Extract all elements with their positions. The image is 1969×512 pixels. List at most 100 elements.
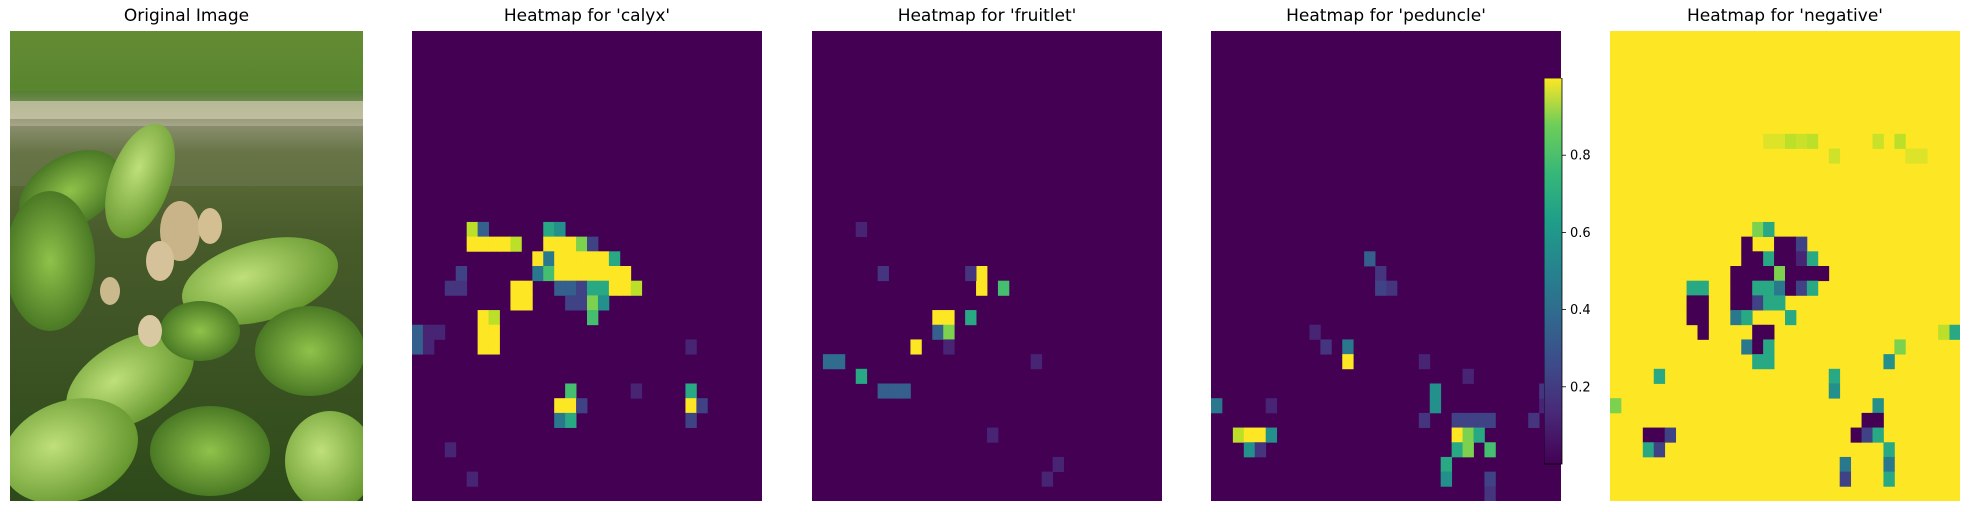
heatmap-cell bbox=[466, 221, 479, 238]
heatmap-cell bbox=[1741, 280, 1753, 296]
heatmap-cell bbox=[1763, 251, 1775, 267]
heatmap-cell bbox=[1342, 339, 1354, 355]
heatmap-cell bbox=[499, 236, 511, 252]
heatmap-cell bbox=[1309, 324, 1321, 340]
heatmap-cell bbox=[1872, 133, 1884, 149]
heatmap-cell bbox=[1806, 266, 1819, 282]
heatmap-cell bbox=[1686, 310, 1698, 326]
heatmap-cell bbox=[1697, 280, 1709, 296]
heatmap-cell bbox=[1916, 148, 1928, 164]
heatmap-cell bbox=[1795, 236, 1808, 252]
heatmap-cell bbox=[1052, 456, 1064, 473]
heatmap-cell bbox=[1030, 354, 1043, 370]
heatmap-cell bbox=[1774, 280, 1786, 296]
heatmap-cell bbox=[565, 398, 577, 414]
heatmap-cell bbox=[565, 295, 577, 311]
heatmap-cell bbox=[1265, 427, 1278, 443]
heatmap-cell bbox=[608, 251, 621, 267]
heatmap-cell bbox=[1795, 133, 1808, 149]
panel-title: Heatmap for 'peduncle' bbox=[1286, 6, 1486, 26]
heatmap-cell bbox=[997, 280, 1010, 296]
heatmap-cell bbox=[1686, 295, 1698, 311]
heatmap-cell bbox=[932, 310, 944, 326]
colorbar-ticks: 0.2 0.4 0.6 0.8 bbox=[1562, 149, 1591, 395]
heatmap-cell bbox=[1795, 266, 1808, 282]
heatmap-cell bbox=[987, 427, 999, 443]
heatmap-cell bbox=[1375, 266, 1387, 282]
heatmap-cell bbox=[1429, 383, 1442, 399]
heatmap-cell bbox=[1774, 133, 1786, 149]
heatmap-cell bbox=[1763, 295, 1775, 311]
heatmap-cell bbox=[554, 221, 566, 238]
heatmap-cell bbox=[597, 280, 610, 296]
heatmap-cell bbox=[685, 383, 697, 399]
heatmap-cell bbox=[685, 412, 697, 428]
heatmap-cell bbox=[608, 266, 621, 282]
heatmap-cell bbox=[565, 236, 577, 252]
heatmap-cell bbox=[1462, 427, 1474, 443]
heatmap-cell bbox=[1785, 251, 1797, 267]
heatmap-cell bbox=[554, 266, 566, 282]
heatmap-cell bbox=[1752, 266, 1764, 282]
heatmap-cell bbox=[1462, 412, 1474, 428]
heatmap-cell bbox=[510, 280, 522, 296]
heatmap-cell bbox=[1763, 339, 1775, 355]
heatmap-cell bbox=[1774, 251, 1786, 267]
heatmap-cell bbox=[685, 398, 697, 414]
heatmap-cell bbox=[943, 324, 955, 340]
panel-title: Heatmap for 'calyx' bbox=[503, 6, 671, 26]
heatmap-cell bbox=[1730, 266, 1742, 282]
heatmap-cell bbox=[565, 412, 577, 428]
heatmap-cell bbox=[855, 221, 868, 238]
heatmap-cell bbox=[1041, 471, 1054, 487]
heatmap-cell bbox=[543, 251, 555, 267]
heatmap-cell bbox=[619, 280, 632, 296]
heatmap-cell bbox=[1730, 280, 1742, 296]
heatmap-cell bbox=[1795, 251, 1808, 267]
heatmap-cell bbox=[1894, 133, 1906, 149]
heatmap-cell bbox=[1806, 133, 1819, 149]
heatmap-cell bbox=[976, 266, 988, 282]
heatmap-cell bbox=[1741, 251, 1753, 267]
heatmap-cell bbox=[444, 280, 457, 296]
heatmap-cell bbox=[477, 236, 489, 252]
heatmap-cell bbox=[1828, 383, 1841, 399]
heatmap-cell bbox=[488, 324, 500, 340]
heatmap-cell bbox=[576, 398, 588, 414]
heatmap-cell bbox=[932, 324, 944, 340]
heatmap-cell bbox=[587, 310, 599, 326]
heatmap-cell bbox=[1440, 456, 1453, 473]
heatmap-cell bbox=[1484, 412, 1496, 428]
heatmap-cell bbox=[1872, 398, 1884, 414]
heatmap-cell bbox=[943, 310, 955, 326]
heatmap-cell bbox=[543, 266, 555, 282]
heatmap-cell bbox=[1473, 412, 1485, 428]
heatmap-cell bbox=[576, 236, 588, 252]
panel-title: Heatmap for 'fruitlet' bbox=[897, 6, 1077, 26]
heatmap-cell bbox=[1642, 427, 1655, 443]
heatmap-cell bbox=[619, 266, 632, 282]
colorbar-tick-label: 0.6 bbox=[1570, 226, 1591, 241]
heatmap-cell bbox=[965, 310, 977, 326]
panel-title: Heatmap for 'negative' bbox=[1687, 6, 1883, 26]
heatmap-cell bbox=[1697, 310, 1709, 326]
heatmap-cell bbox=[412, 324, 424, 340]
heatmap-cell bbox=[1752, 354, 1764, 370]
heatmap-cell bbox=[833, 354, 846, 370]
heatmap-cell bbox=[1664, 427, 1677, 443]
heatmap-cell bbox=[543, 236, 555, 252]
heatmap-cell bbox=[1795, 280, 1808, 296]
heatmap-cell bbox=[597, 251, 610, 267]
heatmap-cell bbox=[565, 266, 577, 282]
heatmap-cell bbox=[1484, 486, 1496, 501]
heatmap-cell bbox=[1653, 442, 1666, 458]
heatmap-cell bbox=[1610, 398, 1622, 414]
heatmap-cell bbox=[554, 251, 566, 267]
heatmap-cell bbox=[1883, 442, 1895, 458]
heatmap-cell bbox=[1774, 295, 1786, 311]
colorbar-tick-label: 0.2 bbox=[1570, 380, 1591, 395]
heatmap-cell bbox=[477, 221, 489, 238]
heatmap-cell bbox=[1686, 280, 1698, 296]
heatmap-cell bbox=[587, 236, 599, 252]
heatmap-cell bbox=[630, 383, 643, 399]
